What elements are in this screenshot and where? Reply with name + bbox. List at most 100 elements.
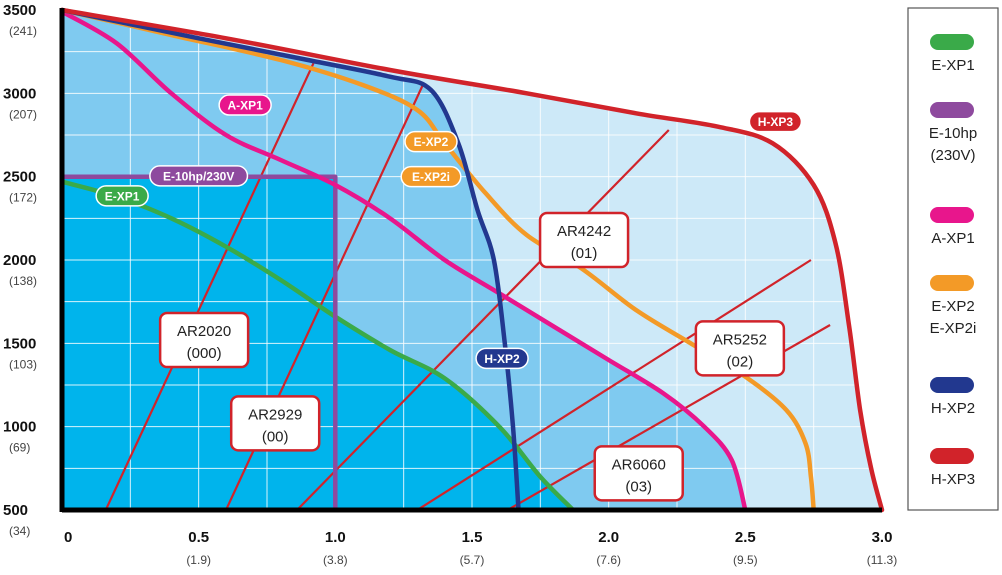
- curve-label-text: H-XP3: [758, 115, 794, 129]
- legend-item-h-xp2: H-XP2: [930, 377, 975, 417]
- x-tick-label: 2.0: [598, 529, 619, 546]
- curve-label-e-xp2: E-XP2: [404, 130, 458, 153]
- series-line-h-xp3: [59, 7, 885, 513]
- y-tick-label: 1500: [3, 335, 36, 352]
- x-tick-label: 2.5: [735, 529, 756, 546]
- system-label-box: [694, 320, 786, 377]
- legend-item-a-xp1: A-XP1: [930, 207, 975, 247]
- curve-label-a-xp1: A-XP1: [218, 94, 272, 116]
- y-tick-sublabel: (138): [9, 274, 37, 288]
- x-tick-sublabel: (7.6): [596, 553, 621, 567]
- curve-label-pill: [95, 185, 149, 207]
- curve-label-text: E-XP2i: [412, 170, 450, 184]
- curve-label-e-10hp-230v: E-10hp/230V: [149, 165, 249, 187]
- curve-label-text: E-10hp/230V: [163, 169, 234, 183]
- x-tick-label: 1.5: [462, 529, 483, 546]
- curve-label-pill: [218, 94, 272, 116]
- series-line-a-xp1: [59, 9, 748, 513]
- x-tick-sublabel: (11.3): [867, 553, 897, 567]
- legend-item-e-10hp: E-10hp (230V): [929, 102, 977, 164]
- curve-label-pill: [748, 110, 803, 133]
- system-curves: [104, 62, 831, 511]
- legend-label: E-XP1: [931, 57, 974, 74]
- system-label-ar4242: AR4242 (01): [538, 211, 630, 269]
- system-label-code: (02): [727, 353, 754, 370]
- legend-swatch: [930, 448, 974, 464]
- y-tick-sublabel: (34): [9, 524, 30, 538]
- curve-label-text: E-XP2: [414, 135, 449, 149]
- system-label-box: [229, 395, 321, 452]
- system-label-name: AR6060: [612, 456, 666, 473]
- legend-item-e-xp1: E-XP1: [930, 34, 975, 74]
- system-label-name: AR2929: [248, 406, 302, 423]
- y-tick-label: 3500: [3, 2, 36, 19]
- legend-swatch: [930, 377, 974, 393]
- x-tick-label: 3.0: [872, 529, 893, 546]
- system-label-code: (01): [571, 245, 598, 262]
- curve-label-pill: [475, 347, 529, 370]
- legend-item-h-xp3: H-XP3: [930, 448, 975, 488]
- legend-label: (230V): [930, 147, 975, 164]
- legend-label: A-XP1: [931, 230, 974, 247]
- x-tick-label: 0.5: [188, 529, 209, 546]
- legend: E-XP1 E-10hp (230V) A-XP1 E-XP2 E-XP2i H-XP2 H-…: [907, 7, 999, 511]
- legend-swatch: [930, 102, 974, 118]
- legend-label: H-XP2: [931, 400, 975, 417]
- y-tick-label: 2000: [3, 252, 36, 269]
- system-curve-ar4242: [296, 129, 670, 511]
- legend-swatch: [930, 207, 974, 223]
- curve-label-pill: [149, 165, 249, 187]
- x-tick-label: 0: [64, 529, 72, 546]
- x-tick-sublabel: (1.9): [186, 553, 211, 567]
- legend-label: E-XP2: [931, 298, 974, 315]
- system-label-code: (03): [625, 478, 652, 495]
- system-label-ar2020: AR2020 (000): [158, 311, 250, 369]
- curve-label-h-xp2: H-XP2: [475, 347, 529, 370]
- legend-label: H-XP3: [931, 471, 975, 488]
- legend-swatch: [930, 34, 974, 50]
- curve-label-text: H-XP2: [484, 352, 520, 366]
- legend-swatch: [930, 275, 974, 291]
- x-tick-sublabel: (5.7): [460, 553, 485, 567]
- system-label-name: AR4242: [557, 223, 611, 240]
- system-label-ar6060: AR6060 (03): [593, 445, 684, 502]
- system-label-ar5252: AR5252 (02): [694, 320, 786, 377]
- y-tick-label: 2500: [3, 169, 36, 186]
- legend-box: [907, 7, 999, 511]
- curve-label-e-xp1: E-XP1: [95, 185, 149, 207]
- x-tick-sublabel: (3.8): [323, 553, 348, 567]
- y-tick-label: 1000: [3, 419, 36, 436]
- system-label-box: [158, 311, 250, 369]
- system-label-code: (00): [262, 428, 289, 445]
- curve-label-e-xp2i: E-XP2i: [400, 165, 462, 188]
- system-label-code: (000): [187, 345, 222, 362]
- legend-label: E-XP2i: [930, 320, 977, 337]
- y-tick-label: 3000: [3, 85, 36, 102]
- legend-label: E-10hp: [929, 125, 977, 142]
- y-tick-sublabel: (172): [9, 191, 37, 205]
- x-tick-label: 1.0: [325, 529, 346, 546]
- y-tick-sublabel: (69): [9, 441, 30, 455]
- curve-label-text: A-XP1: [227, 99, 263, 113]
- y-tick-sublabel: (207): [9, 107, 37, 121]
- system-curve-ar2020: [104, 62, 315, 511]
- legend-item-e-xp2: E-XP2 E-XP2i: [930, 275, 977, 337]
- system-curve-ar5252: [416, 259, 812, 511]
- y-tick-label: 500: [3, 502, 28, 519]
- curve-label-h-xp3: H-XP3: [748, 110, 803, 133]
- curve-label-text: E-XP1: [105, 189, 140, 203]
- system-label-box: [593, 445, 684, 502]
- system-labels: AR2020 (000) AR2929 (00) AR4242 (01) AR5252 (02…: [158, 211, 786, 502]
- pump-curves: [59, 7, 885, 513]
- system-label-name: AR2020: [177, 323, 231, 340]
- curve-label-pill: [404, 130, 458, 153]
- curve-labels: E-XP1 E-10hp/230V A-XP1 E-XP2 E-XP2i H-XP2 H-X…: [95, 94, 803, 370]
- system-label-name: AR5252: [713, 331, 767, 348]
- series-line-e-xp2: [59, 7, 816, 513]
- x-tick-sublabel: (9.5): [733, 553, 758, 567]
- system-label-ar2929: AR2929 (00): [229, 395, 321, 452]
- y-tick-sublabel: (103): [9, 357, 37, 371]
- y-tick-sublabel: (241): [9, 24, 37, 38]
- curve-label-pill: [400, 165, 462, 188]
